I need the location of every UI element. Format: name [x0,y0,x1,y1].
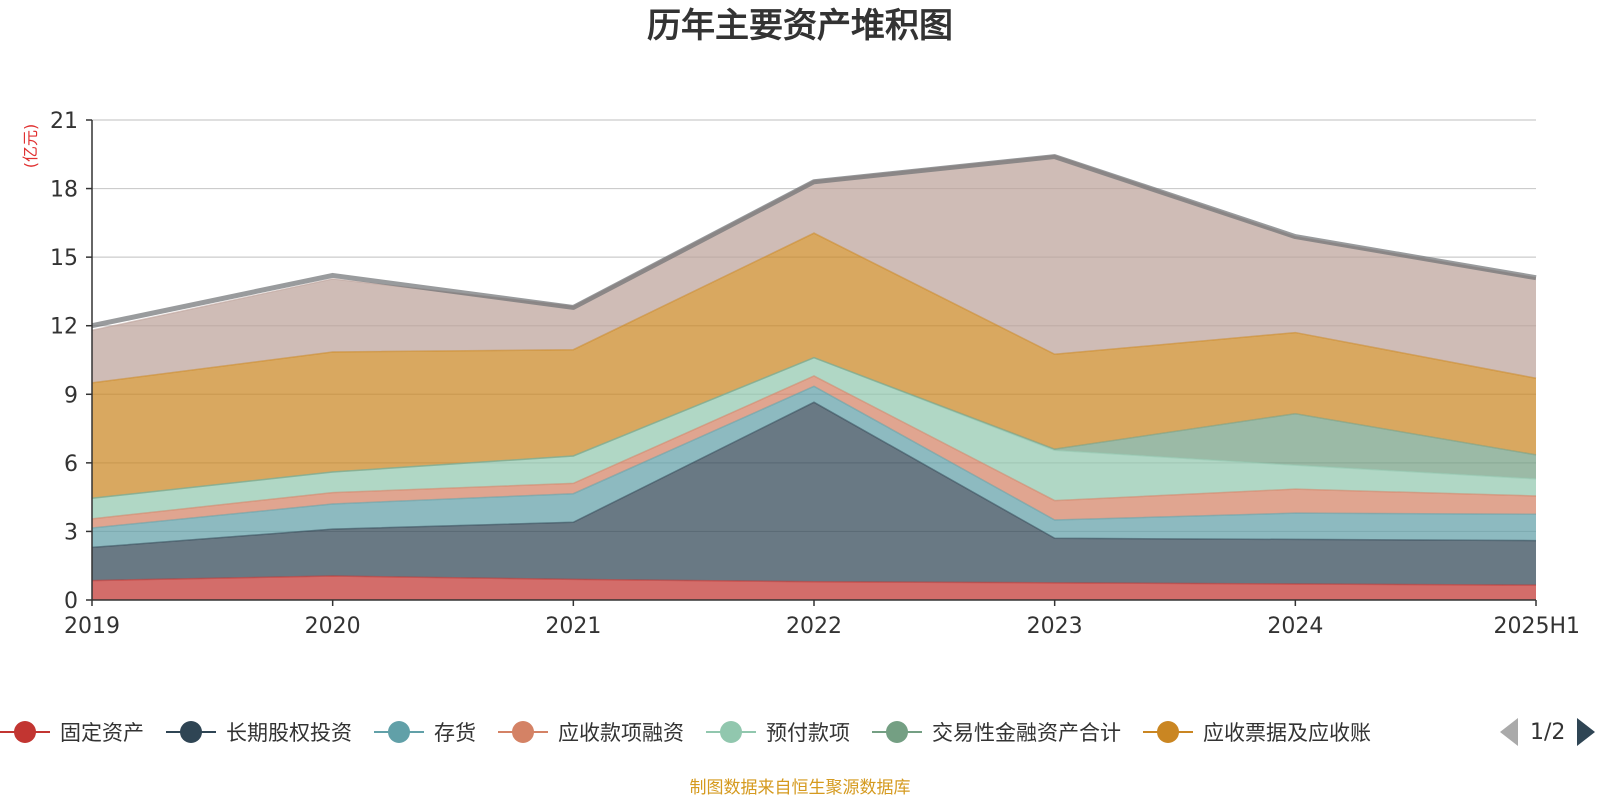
y-tick-label-1: 3 [64,520,78,545]
legend-marker-icon [1143,720,1193,744]
legend-item-1[interactable]: 长期股权投资 [166,712,352,752]
x-tick-label-3: 2022 [786,614,842,639]
y-tick-label-2: 6 [64,452,78,477]
pager-next-icon[interactable] [1577,718,1596,746]
x-tick-label-1: 2020 [305,614,361,639]
total-line [91,154,1537,329]
legend-marker-icon [706,720,756,744]
x-tick-label-4: 2023 [1027,614,1083,639]
pager-prev-icon[interactable] [1500,718,1518,746]
legend-item-2[interactable]: 存货 [374,712,476,752]
line-series-3 [91,375,1537,520]
legend-label: 预付款项 [766,721,850,745]
area-series-5 [92,357,1536,499]
legend-label: 应收款项融资 [558,721,684,745]
legend-label: 固定资产 [60,721,144,745]
line-series-5 [91,356,1537,500]
line-series-0 [91,575,1537,586]
y-tick-label-3: 9 [64,383,78,408]
legend-item-5[interactable]: 交易性金融资产合计 [872,712,1121,752]
y-tick-label-0: 0 [64,589,78,614]
legend-marker-icon [0,720,50,744]
area-series-4 [92,357,1536,519]
line-series-2 [91,385,1537,529]
area-series-7 [92,155,1536,383]
y-tick-label-5: 15 [50,246,78,271]
legend-pager: 1/2 [1500,712,1596,752]
legend-label: 存货 [434,721,476,745]
source-note: 制图数据来自恒生聚源数据库 [689,778,911,798]
legend-item-0[interactable]: 固定资产 [0,712,144,752]
legend-marker-icon [374,720,424,744]
y-tick-label-4: 12 [50,315,78,340]
area-series-2 [92,386,1536,548]
chart-title: 历年主要资产堆积图 [647,6,953,46]
y-tick-label-7: 21 [50,109,78,134]
pager-text: 1/2 [1530,719,1566,745]
area-series-6 [92,233,1536,499]
legend-label: 应收票据及应收账 [1203,721,1371,745]
y-axis-unit-label: (亿元) [21,124,40,169]
legend-label: 长期股权投资 [226,721,352,745]
line-series-1 [91,401,1537,549]
legend-label: 交易性金融资产合计 [932,721,1121,745]
line-series-6 [91,232,1537,384]
legend-marker-icon [872,720,922,744]
x-tick-label-2: 2021 [545,614,601,639]
legend-marker-icon [166,720,216,744]
x-tick-label-6: 2025H1 [1493,614,1580,639]
x-tick-label-5: 2024 [1267,614,1323,639]
legend-item-6[interactable]: 应收票据及应收账 [1143,712,1371,752]
y-tick-label-6: 18 [50,178,78,203]
legend-marker-icon [498,720,548,744]
legend-item-4[interactable]: 预付款项 [706,712,850,752]
area-series-3 [92,376,1536,528]
legend-item-3[interactable]: 应收款项融资 [498,712,684,752]
area-series-0 [92,576,1536,600]
chart-legend: 固定资产 长期股权投资 存货 应收款项融资 预付款项 交易性金融资产合计 应收票据及应收账 [0,712,1600,752]
x-tick-label-0: 2019 [64,614,120,639]
